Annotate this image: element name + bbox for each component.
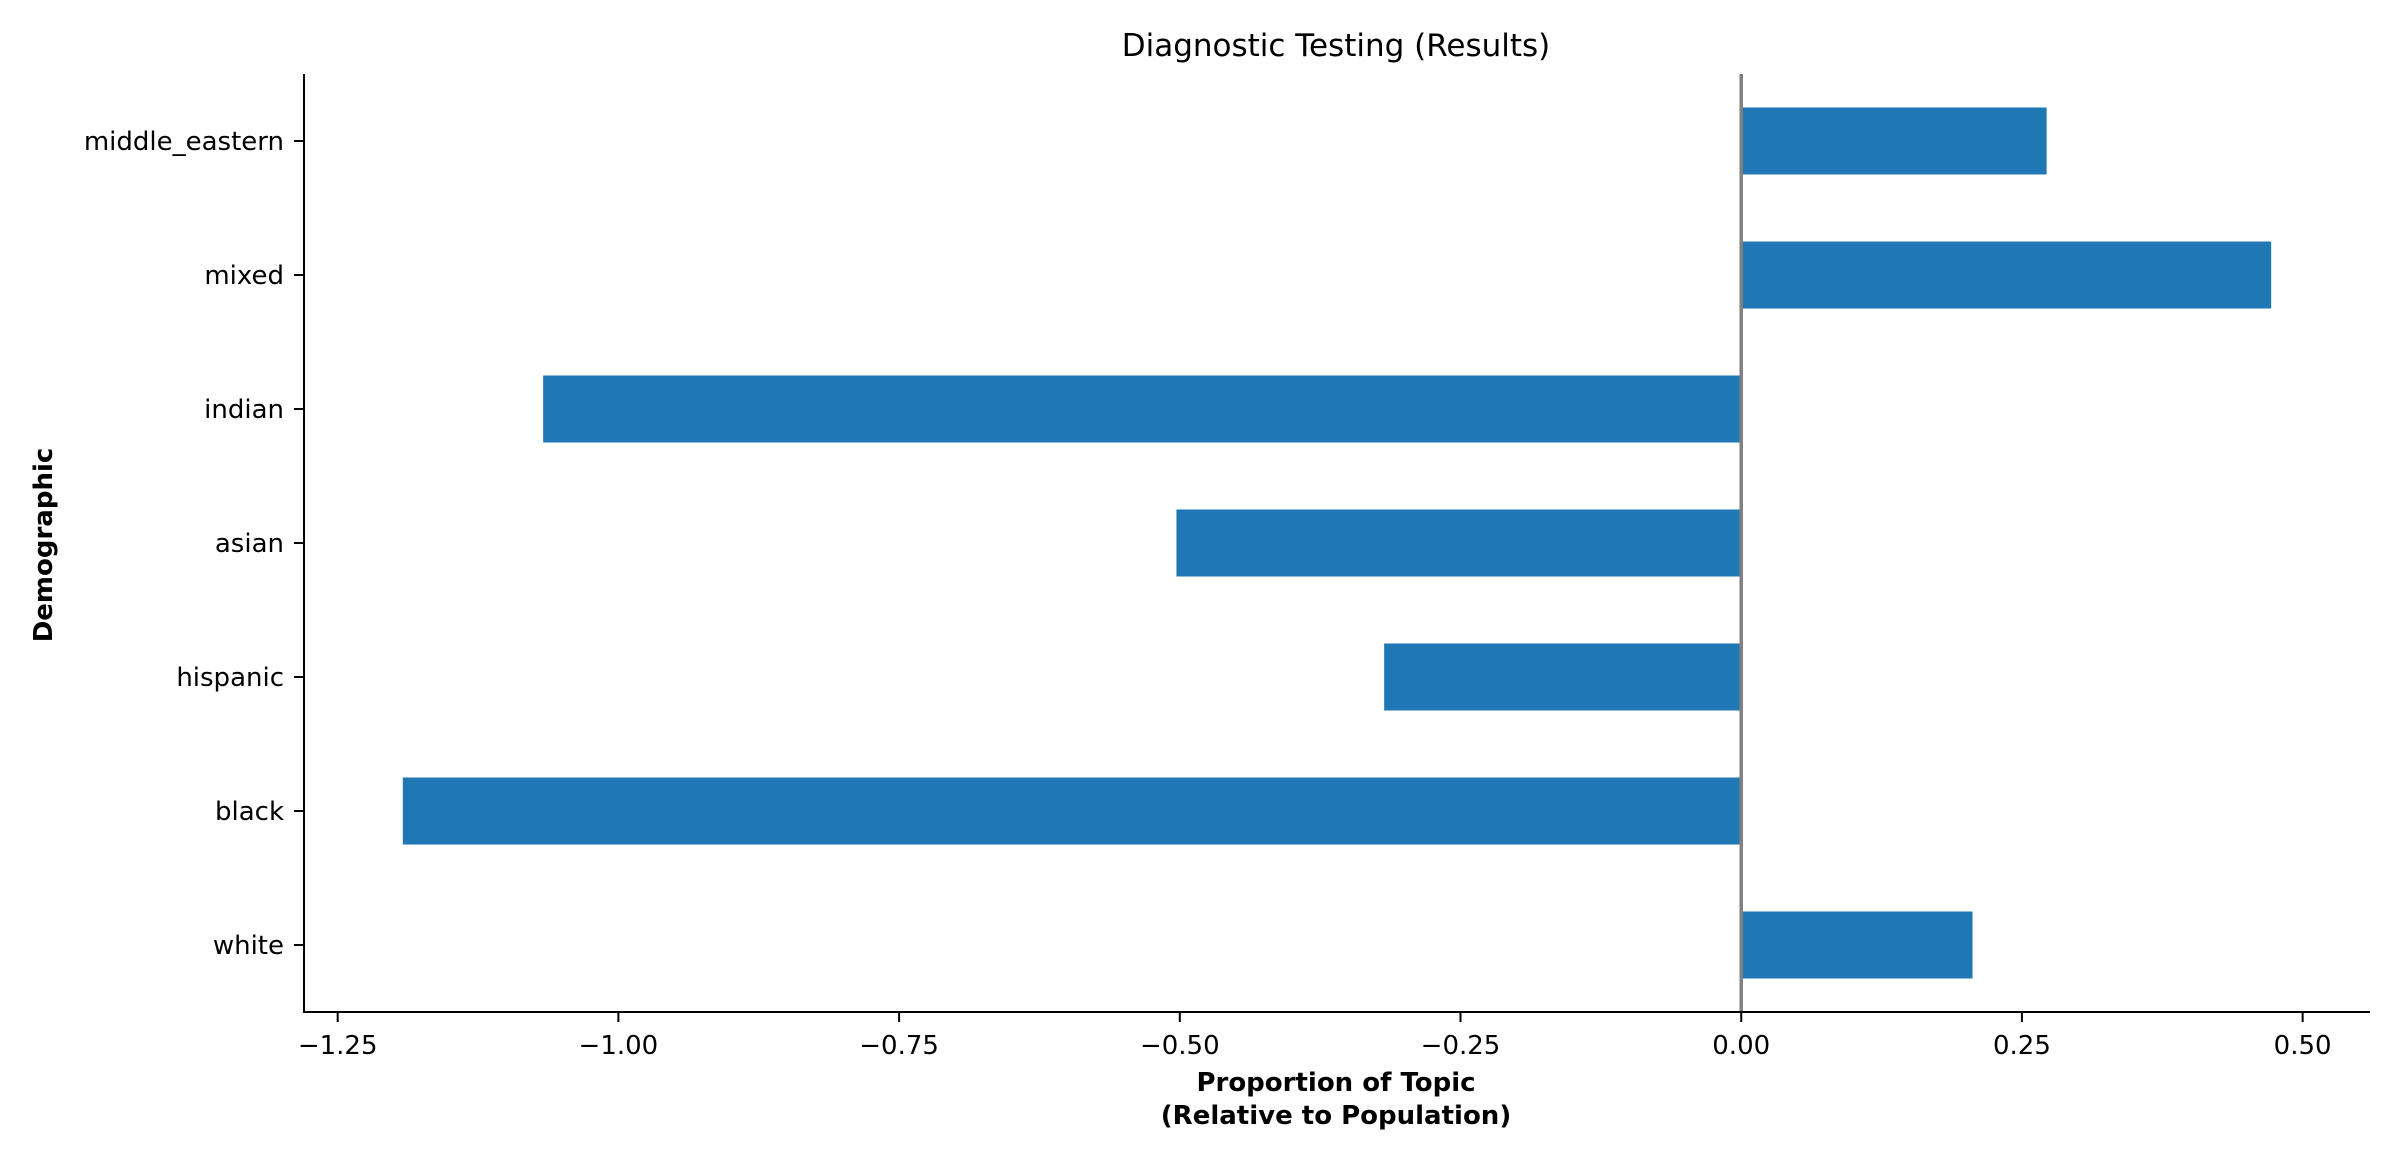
y-tick-label-hispanic: hispanic [176, 663, 284, 693]
y-axis-label: Demographic [29, 448, 59, 643]
x-axis-label-line-2: (Relative to Population) [1161, 1101, 1511, 1131]
x-tick-label: −0.25 [1421, 1031, 1501, 1061]
y-tick-label-indian: indian [204, 395, 284, 425]
x-tick-label: 0.25 [1993, 1031, 2051, 1061]
y-tick-label-white: white [213, 931, 284, 961]
x-tick-label: −0.50 [1140, 1031, 1220, 1061]
y-tick-label-asian: asian [215, 529, 284, 559]
bar-mixed [1741, 241, 2272, 309]
y-tick-label-black: black [215, 797, 284, 827]
bar-asian [1176, 509, 1742, 577]
bar-black [402, 777, 1742, 845]
x-tick-label: 0.50 [2274, 1031, 2332, 1061]
x-tick-label: −0.75 [859, 1031, 939, 1061]
y-tick-label-mixed: mixed [204, 261, 284, 291]
x-tick-label: −1.25 [298, 1031, 378, 1061]
chart-title: Diagnostic Testing (Results) [1122, 28, 1551, 64]
x-axis-label-line-1: Proportion of Topic [1196, 1068, 1475, 1098]
bar-hispanic [1384, 643, 1742, 711]
bar-white [1741, 911, 1973, 979]
x-tick-label: −1.00 [579, 1031, 659, 1061]
x-tick-label: 0.00 [1712, 1031, 1770, 1061]
bar-middle_eastern [1741, 107, 2047, 175]
y-tick-label-middle_eastern: middle_eastern [84, 127, 284, 157]
bar-indian [543, 375, 1742, 443]
